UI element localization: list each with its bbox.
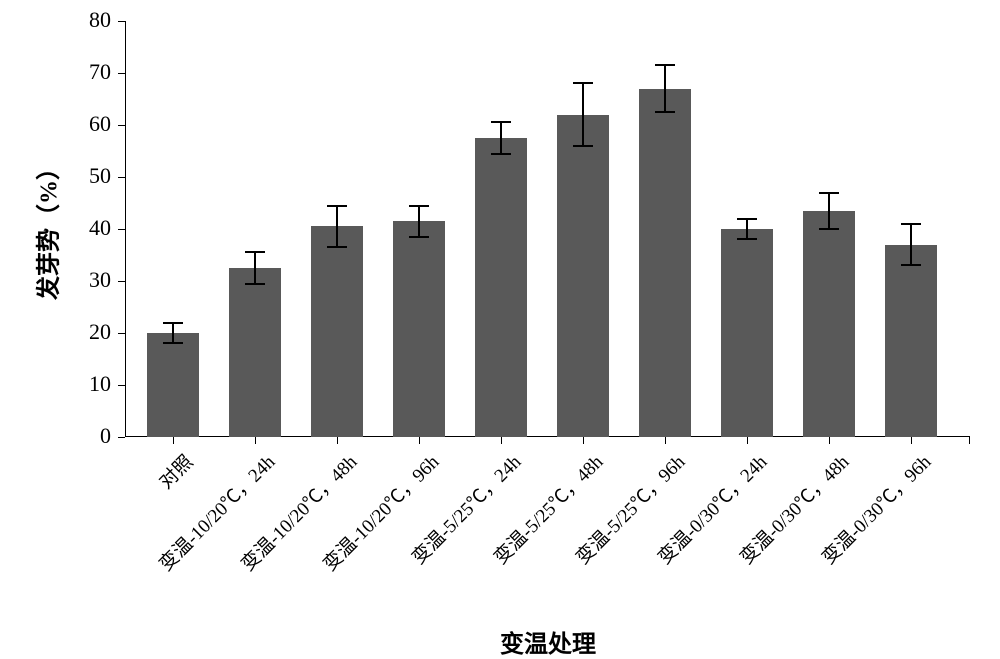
x-tick-mark	[583, 437, 584, 444]
error-bar-cap	[491, 153, 511, 155]
error-bar-stem	[418, 206, 420, 237]
x-tick-mark	[665, 437, 666, 444]
error-bar-cap	[491, 121, 511, 123]
error-bar-stem	[254, 252, 256, 283]
y-tick-mark	[118, 333, 125, 334]
error-bar-cap	[901, 264, 921, 266]
error-bar-cap	[655, 111, 675, 113]
y-tick-label: 70	[71, 59, 111, 85]
error-bar-cap	[819, 228, 839, 230]
y-tick-label: 50	[71, 163, 111, 189]
y-tick-mark	[118, 281, 125, 282]
error-bar-cap	[327, 246, 347, 248]
y-axis-title: 发芽势（%）	[29, 156, 64, 300]
x-tick-mark	[173, 437, 174, 444]
error-bar-stem	[746, 219, 748, 240]
x-category-label: 对照	[152, 448, 198, 494]
x-axis-title: 变温处理	[500, 624, 596, 659]
y-tick-label: 0	[71, 423, 111, 449]
x-tick-mark	[969, 437, 970, 444]
error-bar-cap	[737, 218, 757, 220]
error-bar-cap	[901, 223, 921, 225]
error-bar-cap	[655, 64, 675, 66]
bar	[229, 268, 281, 437]
plot-area	[125, 20, 971, 437]
bar	[557, 115, 609, 437]
bar	[311, 226, 363, 437]
error-bar-stem	[172, 323, 174, 344]
y-tick-label: 10	[71, 371, 111, 397]
y-axis-line	[125, 21, 126, 437]
bar	[393, 221, 445, 437]
error-bar-stem	[336, 206, 338, 248]
y-tick-label: 60	[71, 111, 111, 137]
x-tick-mark	[829, 437, 830, 444]
y-tick-mark	[118, 21, 125, 22]
x-tick-mark	[337, 437, 338, 444]
y-tick-mark	[118, 177, 125, 178]
error-bar-cap	[409, 205, 429, 207]
bar	[803, 211, 855, 437]
error-bar-cap	[409, 236, 429, 238]
error-bar-cap	[327, 205, 347, 207]
bar	[147, 333, 199, 437]
x-tick-mark	[747, 437, 748, 444]
error-bar-cap	[163, 342, 183, 344]
error-bar-stem	[828, 193, 830, 229]
error-bar-cap	[245, 283, 265, 285]
bar-chart: 发芽势（%） 变温处理 01020304050607080对照变温-10/20℃…	[0, 0, 1000, 659]
bar	[475, 138, 527, 437]
y-tick-label: 30	[71, 267, 111, 293]
error-bar-cap	[573, 82, 593, 84]
x-tick-mark	[419, 437, 420, 444]
y-tick-label: 40	[71, 215, 111, 241]
y-tick-mark	[118, 385, 125, 386]
x-tick-mark	[911, 437, 912, 444]
error-bar-cap	[737, 238, 757, 240]
bar	[721, 229, 773, 437]
error-bar-cap	[163, 322, 183, 324]
y-tick-mark	[118, 229, 125, 230]
y-tick-mark	[118, 125, 125, 126]
bar	[639, 89, 691, 437]
error-bar-cap	[573, 145, 593, 147]
x-tick-mark	[501, 437, 502, 444]
error-bar-cap	[245, 251, 265, 253]
error-bar-stem	[500, 122, 502, 153]
y-tick-mark	[118, 437, 125, 438]
bar	[885, 245, 937, 437]
error-bar-stem	[664, 65, 666, 112]
error-bar-stem	[582, 83, 584, 145]
x-tick-mark	[255, 437, 256, 444]
y-tick-label: 20	[71, 319, 111, 345]
error-bar-stem	[910, 224, 912, 266]
y-tick-label: 80	[71, 7, 111, 33]
error-bar-cap	[819, 192, 839, 194]
y-tick-mark	[118, 73, 125, 74]
